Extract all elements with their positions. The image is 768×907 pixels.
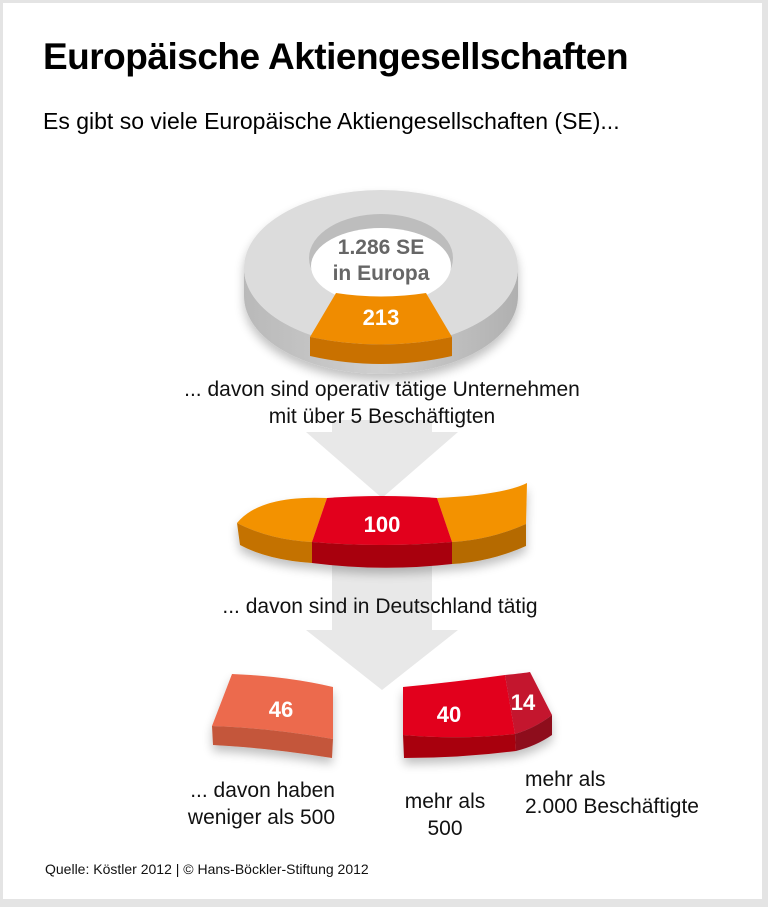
band-segment-100	[312, 496, 452, 545]
block-less500-top	[212, 674, 333, 739]
operative-label: ... davon sind operativ tätige Unternehm…	[160, 376, 604, 430]
operative-label-line2: mit über 5 Beschäftigten	[268, 405, 496, 428]
subtitle: Es gibt so viele Europäische Aktiengesel…	[43, 108, 620, 134]
block-less500-side	[212, 726, 333, 758]
ring-center-label-2: in Europa	[333, 262, 430, 285]
band-segment-label: 100	[364, 512, 401, 537]
more2000-label-line1: mehr als	[525, 768, 606, 791]
germany-label: ... davon sind in Deutschland tätig	[222, 595, 538, 618]
more500-label: mehr als 500	[395, 788, 495, 842]
ring-segment-label: 213	[363, 305, 400, 330]
operative-label-line1: ... davon sind operativ tätige Unternehm…	[184, 378, 580, 401]
more500-label-line2: 500	[427, 817, 463, 840]
block-more2000-label: 14	[511, 690, 536, 715]
band-segment-100-side	[312, 542, 452, 568]
band-chart	[237, 483, 527, 568]
less500-label-line2: weniger als 500	[187, 806, 335, 829]
arrow-1	[306, 420, 458, 498]
band-right-orange-side	[452, 524, 526, 564]
block-more2000-side	[515, 715, 552, 751]
ring-center-label-1: 1.286 SE	[338, 236, 424, 259]
block-less500	[212, 674, 333, 758]
block-more500-top	[403, 675, 515, 738]
block-more2000-top	[505, 672, 552, 734]
source-footer: Quelle: Köstler 2012 | © Hans-Böckler-St…	[45, 861, 369, 877]
less500-label: ... davon haben weniger als 500	[165, 777, 335, 831]
more2000-label: mehr als 2.000 Beschäftigte	[525, 766, 725, 820]
ring-segment-213	[310, 293, 452, 345]
ring-hole	[311, 228, 451, 304]
page-title: Europäische Aktiengesellschaften	[43, 36, 629, 77]
band-left-orange	[237, 497, 327, 542]
band-left-orange-side	[237, 523, 312, 563]
block-less500-label: 46	[269, 697, 293, 722]
block-more500-label: 40	[437, 702, 461, 727]
more500-label-line1: mehr als	[404, 790, 486, 813]
more2000-label-line2: 2.000 Beschäftigte	[525, 795, 699, 818]
block-more500	[403, 672, 552, 758]
less500-label-line1: ... davon haben	[190, 779, 335, 802]
block-more500-side	[403, 734, 516, 758]
ring-segment-213-side	[310, 337, 452, 364]
arrow-2	[306, 560, 458, 690]
band-right-orange	[437, 483, 527, 542]
ring-chart	[244, 190, 518, 374]
